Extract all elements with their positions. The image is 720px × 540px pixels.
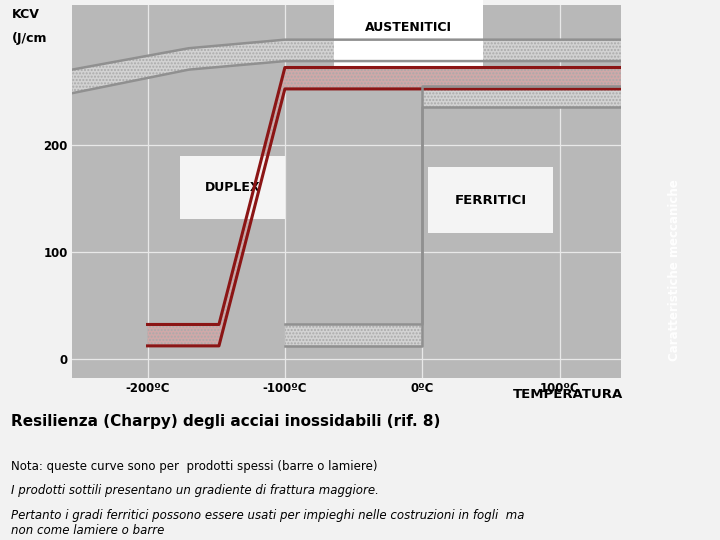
Text: Resilienza (Charpy) degli acciai inossidabili (rif. 8): Resilienza (Charpy) degli acciai inossid… [11,414,441,429]
Text: DUPLEX: DUPLEX [205,181,261,194]
Polygon shape [72,39,621,93]
Polygon shape [148,68,621,346]
Text: KCV: KCV [12,8,40,21]
Polygon shape [285,86,621,346]
Text: Caratteristiche meccaniche: Caratteristiche meccaniche [668,179,682,361]
Text: (J/cm: (J/cm [12,32,48,45]
Text: AUSTENITICI: AUSTENITICI [365,21,452,35]
Text: TEMPERATURA: TEMPERATURA [513,388,623,401]
Text: FERRITICI: FERRITICI [455,194,527,207]
Text: Pertanto i gradi ferritici possono essere usati per impieghi nelle costruzioni i: Pertanto i gradi ferritici possono esser… [11,509,525,537]
Text: I prodotti sottili presentano un gradiente di frattura maggiore.: I prodotti sottili presentano un gradien… [11,484,379,497]
Text: Nota: queste curve sono per  prodotti spessi (barre o lamiere): Nota: queste curve sono per prodotti spe… [11,460,377,472]
